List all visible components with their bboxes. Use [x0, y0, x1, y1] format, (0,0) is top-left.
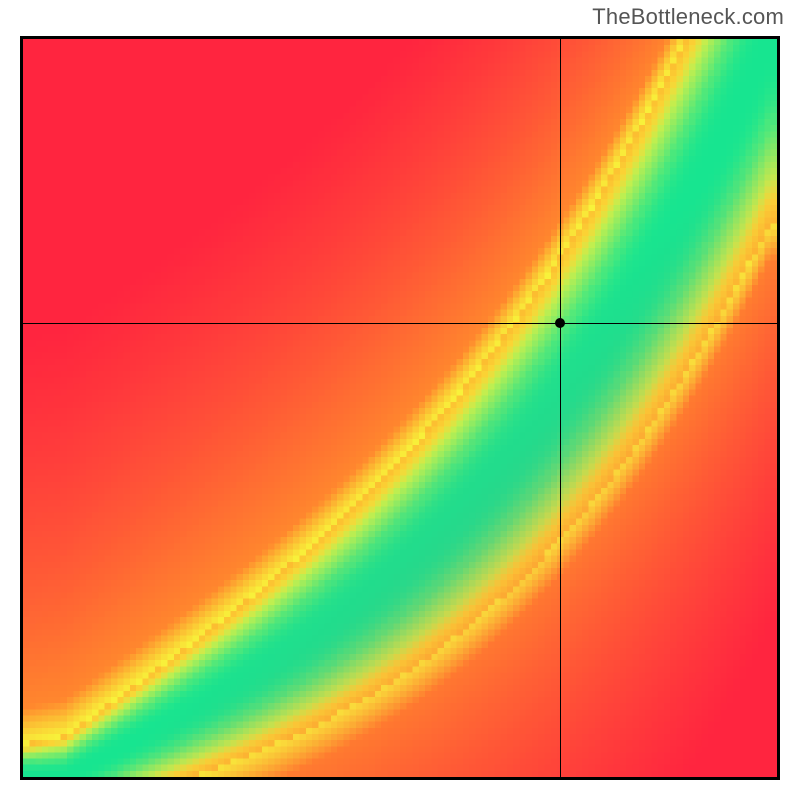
chart-container: TheBottleneck.com — [0, 0, 800, 800]
heatmap-canvas — [23, 39, 777, 777]
attribution-label: TheBottleneck.com — [592, 4, 784, 30]
crosshair-vertical — [560, 39, 561, 777]
plot-area — [20, 36, 780, 780]
data-point-marker — [555, 318, 565, 328]
crosshair-horizontal — [23, 323, 777, 324]
